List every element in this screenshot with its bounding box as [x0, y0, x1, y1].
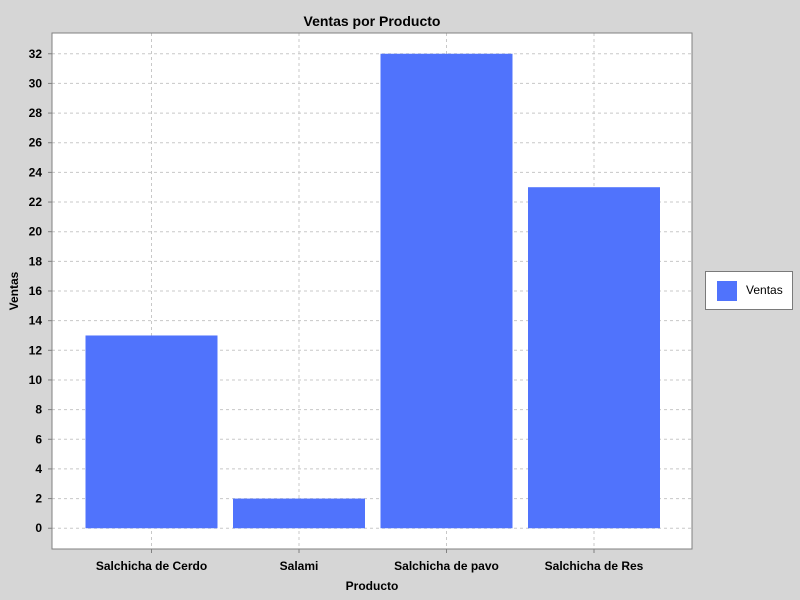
y-tick-label: 32 — [29, 47, 43, 61]
x-tick-label: Salchicha de Res — [545, 559, 644, 573]
y-tick-label: 28 — [29, 106, 43, 120]
x-tick-label: Salchicha de pavo — [394, 559, 499, 573]
legend: Ventas — [705, 271, 793, 310]
y-tick-label: 24 — [29, 165, 43, 179]
y-tick-label: 30 — [29, 76, 43, 90]
bar-salchicha-de-res — [528, 187, 660, 529]
bar-salami — [233, 498, 365, 529]
y-tick-label: 14 — [29, 314, 43, 328]
legend-label: Ventas — [746, 283, 783, 297]
legend-swatch — [717, 281, 737, 301]
x-tick-label: Salchicha de Cerdo — [96, 559, 207, 573]
y-tick-label: 2 — [35, 492, 42, 506]
x-tick-label: Salami — [280, 559, 319, 573]
y-tick-label: 4 — [35, 462, 42, 476]
y-tick-label: 26 — [29, 136, 43, 150]
y-tick-label: 8 — [35, 403, 42, 417]
y-tick-label: 16 — [29, 284, 43, 298]
y-tick-label: 6 — [35, 432, 42, 446]
y-tick-label: 22 — [29, 195, 43, 209]
chart-title: Ventas por Producto — [303, 13, 441, 29]
bar-layer — [85, 53, 660, 529]
x-axis: Salchicha de Cerdo Salami Salchicha de pav… — [96, 549, 644, 573]
y-tick-label: 0 — [35, 521, 42, 535]
y-axis-title: Ventas — [7, 271, 21, 310]
bar-salchicha-de-pavo — [380, 53, 513, 529]
x-axis-title: Producto — [346, 579, 399, 593]
bar-salchicha-de-cerdo — [85, 335, 218, 529]
y-tick-label: 12 — [29, 343, 43, 357]
y-tick-label: 18 — [29, 254, 43, 268]
y-tick-label: 10 — [29, 373, 43, 387]
y-tick-label: 20 — [29, 225, 43, 239]
